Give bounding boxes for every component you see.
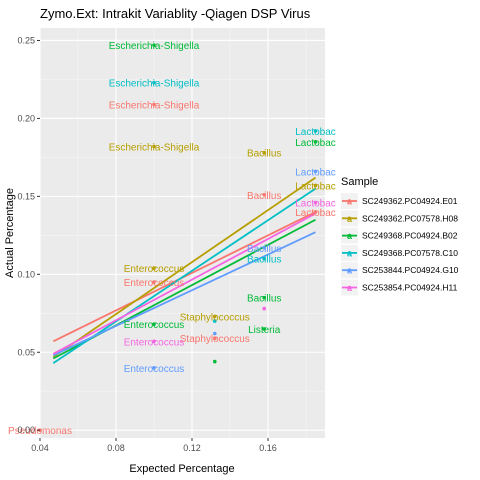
data-point [152,144,156,149]
data-point [262,327,267,331]
data-point [313,169,318,174]
data-point [262,193,267,197]
y-tick-label: 0.05 [17,347,35,357]
point-label: Enterococcus [124,337,185,348]
data-point [213,314,217,319]
y-axis-ticks: 0.00 0.05 0.10 0.15 0.20 0.25 [17,35,40,435]
x-tick-label: 0.12 [183,443,201,453]
point-label: Enterococcus [124,264,185,275]
legend-key-glyph: a [347,248,353,258]
data-point [152,339,156,344]
point-label: Escherichia-Shigella [109,41,200,52]
point-label: Bacillus [247,244,281,255]
point-label: Bacillus [247,149,281,160]
data-points [38,43,318,433]
data-point [262,295,267,300]
point-label: Escherichia-Shigella [109,79,200,90]
data-point [213,331,217,336]
legend-key-point [347,251,352,255]
regression-line [52,176,317,358]
legend-key-glyph: a [347,283,353,293]
data-point [152,280,156,284]
point-label: Lactobac [295,167,336,178]
data-point [313,183,318,188]
y-tick-label: 0.00 [17,425,35,435]
point-label: Pseudomonas [8,426,72,437]
legend-key-glyph: a [347,214,353,224]
legend: a SC249362.PC04924.E01 a SC249362.PC07578.H… [341,193,459,296]
legend-label: SC249362.PC07578.H08 [362,213,458,223]
point-label: Bacillus [247,294,281,305]
legend-title: Sample [341,176,378,188]
legend-key-point [347,285,352,290]
legend-label: SC249368.PC04924.B02 [362,231,458,241]
data-point [313,200,318,205]
x-axis-ticks: 0.04 0.08 0.12 0.16 [31,438,277,453]
x-tick-label: 0.04 [31,443,49,453]
data-point [152,80,156,85]
data-point [152,102,156,107]
data-point [152,43,156,47]
y-tick-label: 0.10 [17,269,35,279]
legend-key-point [347,268,352,273]
point-label: Enterococcus [124,278,185,289]
legend-key-glyph: a [347,231,353,241]
point-label: Enterococcus [124,320,185,331]
data-point [313,129,318,133]
legend-key-point [347,233,352,238]
y-tick-label: 0.25 [17,35,35,45]
legend-key-point [347,199,352,203]
data-point [213,336,217,341]
legend-label: SC249368.PC07578.C10 [362,248,458,258]
regression-lines [52,176,317,364]
point-label: Bacillus [247,191,281,202]
data-point [313,140,318,144]
data-point [262,256,267,261]
data-point [262,246,267,250]
point-label: Lactobac [295,138,336,149]
data-point [262,306,267,311]
data-point [213,319,217,323]
data-point [313,210,318,214]
point-label: Staphylococcus [180,312,250,323]
legend-label: SC253854.PC04924.H11 [362,283,458,293]
legend-label: SC249362.PC04924.E01 [362,196,458,206]
data-point [262,150,267,155]
data-point [152,322,156,326]
y-tick-label: 0.15 [17,191,35,201]
point-label: Lactobac [295,199,336,210]
point-label: Escherichia-Shigella [109,142,200,153]
point-label: Escherichia-Shigella [109,100,200,111]
point-label: Lactobac [295,208,336,219]
regression-line [52,212,316,355]
legend-key-glyph: a [347,197,353,207]
point-label: Lactobac [295,181,336,192]
y-tick-label: 0.20 [17,113,35,123]
chart-title: Zymo.Ext: Intrakit Variablity -Qiagen DS… [40,6,311,21]
x-axis-title: Expected Percentage [129,463,234,475]
x-tick-label: 0.16 [259,443,277,453]
legend-key-glyph: a [347,266,353,276]
point-label: Staphylococcus [180,334,250,345]
regression-line [52,231,316,357]
legend-key-point [347,216,352,221]
point-label: Lactobac [295,127,336,138]
legend-label: SC253844.PC04924.G10 [362,265,459,275]
point-label: Enterococcus [124,364,185,375]
data-point [213,359,217,364]
point-label: Listeria [248,325,281,336]
x-tick-label: 0.08 [107,443,125,453]
y-axis-title: Actual Percentage [4,188,16,278]
grid-lines [39,28,325,438]
data-point [152,366,156,370]
point-labels: Escherichia-Shigella Bacillus Lactobac Ente… [8,41,336,437]
point-label: Bacillus [247,255,281,266]
data-point [152,266,156,270]
